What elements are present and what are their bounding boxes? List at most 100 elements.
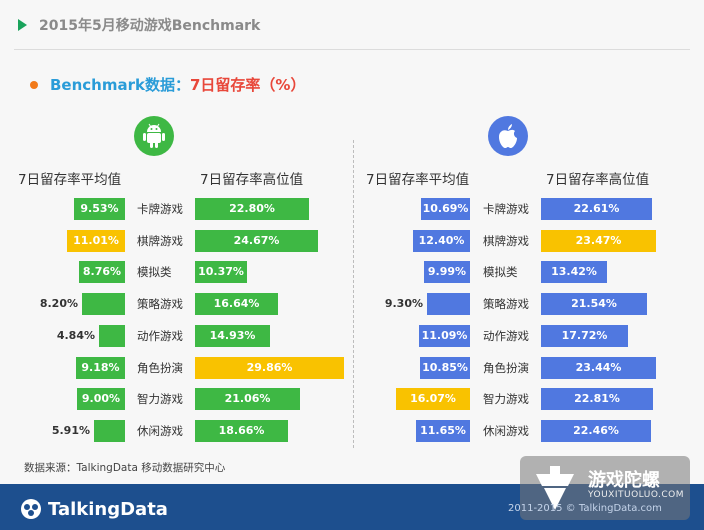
ios-avg-bar <box>424 261 470 283</box>
android-high-value: 22.80% <box>229 202 275 215</box>
ios-high-bar <box>541 230 656 252</box>
ios-high-bar <box>541 357 656 379</box>
ios-avg-value: 11.09% <box>421 329 468 342</box>
ios-avg-value: 10.85% <box>422 361 468 374</box>
android-avg-bar <box>76 357 125 379</box>
page-title: 2015年5月移动游戏Benchmark <box>39 18 261 34</box>
ios-high-bar <box>541 325 628 347</box>
android-high-value: 14.93% <box>209 329 256 342</box>
ios-high-value: 22.81% <box>574 392 620 405</box>
android-avg-bar <box>94 420 125 442</box>
android-high-value: 16.64% <box>213 297 260 310</box>
android-high-bar <box>195 293 278 315</box>
android-high-bar <box>195 325 270 347</box>
android-category-label: 棋牌游戏 <box>137 234 183 248</box>
ios-avg-value: 9.99% <box>427 265 467 278</box>
ios-category-label: 策略游戏 <box>483 297 529 311</box>
ios-high-bar <box>541 198 652 220</box>
ios-high-value: 23.44% <box>575 361 622 374</box>
android-high-header: 7日留存率高位值 <box>200 172 304 188</box>
android-avg-bar <box>77 388 125 410</box>
android-icon <box>134 116 174 156</box>
ios-avg-header: 7日留存率平均值 <box>366 172 470 188</box>
logo-mark-icon <box>21 499 41 519</box>
ios-high-bar <box>541 420 651 442</box>
ios-high-bar <box>541 388 653 410</box>
android-high-bar <box>195 198 309 220</box>
ios-avg-value: 10.69% <box>422 202 469 215</box>
spinning-top-icon <box>536 466 574 510</box>
android-high-value: 24.67% <box>233 234 280 247</box>
ios-avg-bar <box>396 388 470 410</box>
ios-avg-bar <box>421 198 470 220</box>
ios-high-value: 23.47% <box>575 234 622 247</box>
chart-heading: Benchmark数据： 7日留存率（%） <box>30 74 305 95</box>
ios-avg-value: 9.30% <box>384 297 423 310</box>
ios-category-label: 模拟类 <box>483 265 518 279</box>
ios-high-value: 22.46% <box>573 424 619 437</box>
android-high-bar <box>195 420 288 442</box>
ios-high-header: 7日留存率高位值 <box>546 172 650 188</box>
android-avg-value: 8.20% <box>39 297 78 310</box>
platform-divider <box>353 140 354 448</box>
android-avg-value: 9.53% <box>80 202 119 215</box>
android-avg-bar <box>99 325 125 347</box>
android-high-bar <box>195 388 300 410</box>
android-avg-value: 9.18% <box>81 361 120 374</box>
android-avg-value: 4.84% <box>56 329 95 342</box>
heading-part1: Benchmark数据： <box>50 76 190 94</box>
android-category-label: 卡牌游戏 <box>137 202 183 216</box>
android-avg-header: 7日留存率平均值 <box>18 172 122 188</box>
ios-high-value: 13.42% <box>551 265 597 278</box>
android-high-bar <box>195 261 247 283</box>
ios-avg-bar <box>413 230 470 252</box>
ios-category-label: 卡牌游戏 <box>483 202 529 216</box>
ios-category-label: 棋牌游戏 <box>483 234 529 248</box>
heading-part2: 7日留存率（%） <box>189 76 306 94</box>
watermark-url: YOUXITUOLUO.COM <box>588 490 685 500</box>
ios-avg-value: 11.65% <box>420 424 466 437</box>
ios-avg-bar <box>420 357 470 379</box>
ios-high-value: 22.61% <box>573 202 620 215</box>
android-category-label: 动作游戏 <box>137 329 183 343</box>
play-arrow-icon <box>18 19 27 31</box>
android-high-value: 29.86% <box>246 361 293 374</box>
ios-category-label: 智力游戏 <box>483 392 529 406</box>
android-avg-value: 11.01% <box>73 234 119 247</box>
android-avg-value: 5.91% <box>51 424 90 437</box>
ios-avg-bar <box>416 420 470 442</box>
talkingdata-logo: TalkingData <box>20 498 168 520</box>
ios-avg-value: 16.07% <box>410 392 456 405</box>
ios-high-bar <box>541 293 647 315</box>
ios-avg-bar <box>427 293 470 315</box>
ios-high-bar <box>541 261 607 283</box>
slide-title-bar: 2015年5月移动游戏Benchmark <box>0 0 704 50</box>
apple-icon <box>488 116 528 156</box>
android-high-bar <box>195 230 318 252</box>
title-divider <box>14 49 690 50</box>
android-avg-bar <box>79 261 125 283</box>
android-high-bar <box>195 357 344 379</box>
watermark-name: 游戏陀螺 <box>588 470 660 491</box>
ios-high-value: 21.54% <box>571 297 617 310</box>
android-avg-bar <box>67 230 125 252</box>
android-category-label: 模拟类 <box>137 265 172 279</box>
ios-category-label: 动作游戏 <box>483 329 529 343</box>
bullet-icon <box>30 80 38 89</box>
android-avg-value: 8.76% <box>82 265 122 278</box>
ios-category-label: 休闲游戏 <box>483 424 529 438</box>
android-category-label: 智力游戏 <box>137 392 183 406</box>
android-high-value: 18.66% <box>218 424 265 437</box>
android-avg-value: 9.00% <box>81 392 121 405</box>
android-avg-bar <box>74 198 125 220</box>
ios-avg-bar <box>419 325 470 347</box>
data-source: 数据来源：TalkingData 移动数据研究中心 <box>24 462 226 474</box>
android-high-value: 10.37% <box>198 265 244 278</box>
ios-high-value: 17.72% <box>561 329 608 342</box>
copyright-text: 2011-2015 © TalkingData.com <box>508 503 662 514</box>
ios-category-label: 角色扮演 <box>483 361 529 375</box>
android-category-label: 休闲游戏 <box>137 424 183 438</box>
android-category-label: 策略游戏 <box>137 297 183 311</box>
logo-text: TalkingData <box>48 498 168 520</box>
watermark-logo: 游戏陀螺 YOUXITUOLUO.COM <box>520 456 690 520</box>
